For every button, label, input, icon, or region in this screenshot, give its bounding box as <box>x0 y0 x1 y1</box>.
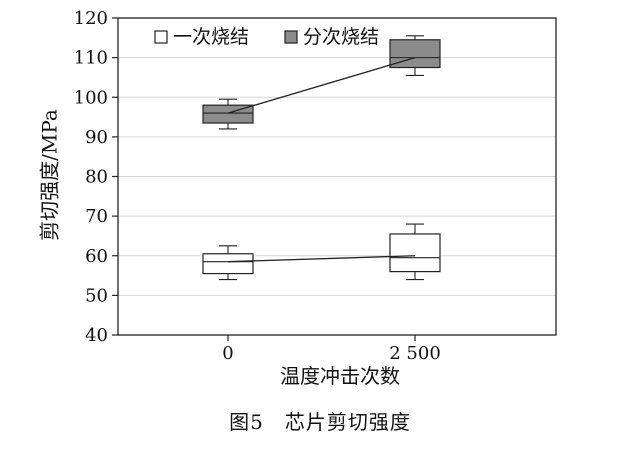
y-tick-label: 100 <box>74 87 108 108</box>
legend-swatch <box>284 30 298 44</box>
y-tick-label: 80 <box>85 167 108 188</box>
y-tick-label: 110 <box>74 48 108 69</box>
y-tick-label: 90 <box>85 127 108 148</box>
legend-label: 分次烧结 <box>303 26 379 48</box>
series-trend-line <box>227 255 416 263</box>
legend-swatch <box>154 30 168 44</box>
y-tick-label: 120 <box>74 8 108 29</box>
y-tick-label: 40 <box>85 325 108 346</box>
box-yici <box>389 233 441 273</box>
series-trend-line <box>227 57 416 114</box>
plot-frame <box>117 17 557 336</box>
figure-caption: 图5 芯片剪切强度 <box>229 410 411 434</box>
y-tick-label: 70 <box>85 206 108 227</box>
y-axis-label: 剪切强度/MPa <box>37 109 62 241</box>
y-tick-label: 50 <box>85 285 108 306</box>
x-axis-label: 温度冲击次数 <box>280 364 400 388</box>
y-axis-label-wrap: 剪切强度/MPa <box>18 90 78 260</box>
legend-label: 一次烧结 <box>173 26 249 48</box>
box-yici <box>202 253 254 275</box>
x-tick-label: 0 <box>222 343 233 364</box>
x-tick-label: 2 500 <box>389 343 441 364</box>
y-tick-label: 60 <box>85 246 108 267</box>
